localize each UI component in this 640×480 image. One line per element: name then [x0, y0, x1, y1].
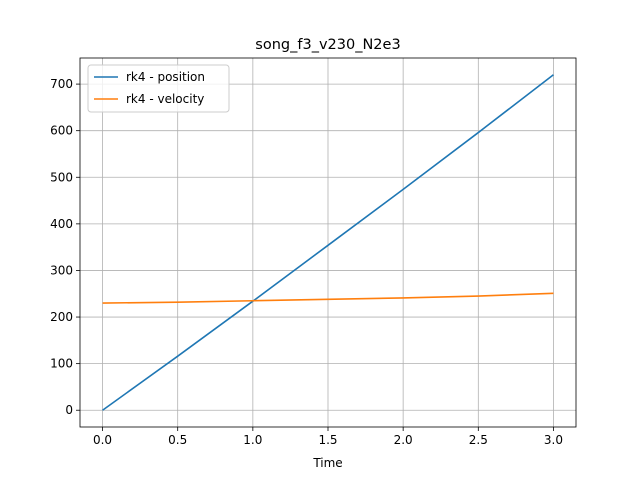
y-tick-label: 100	[50, 357, 73, 371]
grid	[80, 58, 576, 427]
y-tick-label: 500	[50, 170, 73, 184]
legend-label: rk4 - velocity	[126, 92, 204, 106]
y-tick-label: 400	[50, 217, 73, 231]
chart-title: song_f3_v230_N2e3	[255, 37, 400, 53]
series-line-velocity	[102, 292, 554, 304]
x-tick-label: 0.0	[93, 433, 112, 447]
x-tick-label: 3.0	[544, 433, 563, 447]
series-lines	[102, 74, 554, 411]
series-line-position	[102, 74, 554, 411]
x-tick-label: 2.0	[394, 433, 413, 447]
y-tick-label: 600	[50, 124, 73, 138]
x-axis-label: Time	[312, 456, 342, 470]
axis-ticks: 0.0 0.5 1.0 1.5 2.0 2.5 3.0 0 100 200 300 400 500 600…	[50, 77, 563, 447]
y-tick-label: 300	[50, 263, 73, 277]
y-tick-label: 0	[65, 403, 73, 417]
x-tick-label: 2.5	[469, 433, 488, 447]
legend-box	[87, 64, 230, 113]
x-tick-label: 1.5	[318, 433, 337, 447]
y-tick-label: 200	[50, 310, 73, 324]
legend-label: rk4 - position	[126, 70, 205, 84]
legend: rk4 - position rk4 - velocity	[87, 64, 230, 113]
x-tick-label: 0.5	[168, 433, 187, 447]
x-tick-label: 1.0	[243, 433, 262, 447]
y-tick-label: 700	[50, 77, 73, 91]
